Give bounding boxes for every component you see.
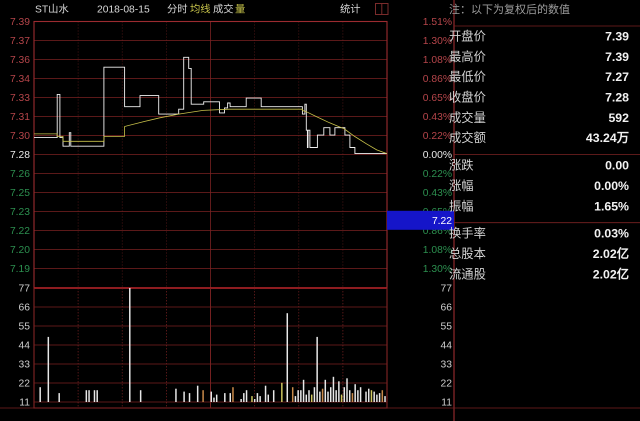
svg-text:0.22%: 0.22% <box>423 169 452 180</box>
svg-text:77: 77 <box>441 283 453 294</box>
svg-text:7.25: 7.25 <box>10 188 30 199</box>
svg-text:7.39: 7.39 <box>605 30 629 44</box>
svg-text:1.08%: 1.08% <box>423 55 452 66</box>
svg-text:统计: 统计 <box>340 3 361 16</box>
svg-text:7.36: 7.36 <box>10 55 30 66</box>
svg-text:0.65%: 0.65% <box>423 93 452 104</box>
svg-text:55: 55 <box>441 321 453 332</box>
svg-text:33: 33 <box>441 359 453 370</box>
svg-text:开盘价: 开盘价 <box>449 29 486 44</box>
svg-text:7.27: 7.27 <box>605 70 629 84</box>
svg-text:0.03%: 0.03% <box>594 227 629 241</box>
svg-text:0.86%: 0.86% <box>423 74 452 85</box>
svg-text:0.00%: 0.00% <box>594 179 629 193</box>
svg-text:7.19: 7.19 <box>10 264 30 275</box>
svg-text:流通股: 流通股 <box>449 267 486 281</box>
svg-text:7.20: 7.20 <box>10 245 30 256</box>
svg-text:7.33: 7.33 <box>10 93 30 104</box>
svg-text:0.43%: 0.43% <box>423 112 452 123</box>
svg-text:总股本: 总股本 <box>449 247 486 261</box>
svg-text:量: 量 <box>235 4 245 16</box>
svg-text:77: 77 <box>19 283 31 294</box>
svg-text:2018-08-15: 2018-08-15 <box>97 5 150 16</box>
svg-text:成交额: 成交额 <box>449 130 486 145</box>
svg-text:涨跌: 涨跌 <box>449 158 474 173</box>
svg-text:1.08%: 1.08% <box>423 245 452 256</box>
svg-text:注：以下为复权后的数值: 注：以下为复权后的数值 <box>449 2 570 16</box>
svg-text:成交: 成交 <box>213 3 234 16</box>
svg-text:1.65%: 1.65% <box>594 199 629 213</box>
svg-text:7.26: 7.26 <box>10 169 30 180</box>
svg-text:7.37: 7.37 <box>10 36 30 47</box>
svg-text:7.22: 7.22 <box>432 216 452 227</box>
svg-text:7.23: 7.23 <box>10 207 30 218</box>
svg-text:7.39: 7.39 <box>605 50 629 64</box>
svg-text:分时: 分时 <box>167 4 188 16</box>
svg-text:22: 22 <box>19 378 31 389</box>
svg-text:7.31: 7.31 <box>10 112 30 123</box>
svg-text:ST山水: ST山水 <box>35 4 69 16</box>
svg-text:收盘价: 收盘价 <box>449 90 486 105</box>
svg-text:7.22: 7.22 <box>10 226 30 237</box>
svg-text:44: 44 <box>19 340 31 351</box>
svg-text:成交量: 成交量 <box>449 110 486 125</box>
svg-text:55: 55 <box>19 321 31 332</box>
svg-text:0.22%: 0.22% <box>423 131 452 142</box>
svg-text:7.28: 7.28 <box>605 91 629 105</box>
svg-text:7.34: 7.34 <box>10 74 30 85</box>
svg-text:最低价: 最低价 <box>449 70 486 84</box>
svg-text:1.30%: 1.30% <box>423 264 452 275</box>
svg-text:66: 66 <box>441 302 453 313</box>
svg-text:33: 33 <box>19 359 31 370</box>
svg-text:2.02亿: 2.02亿 <box>593 246 629 261</box>
svg-text:涨幅: 涨幅 <box>449 178 474 193</box>
svg-text:最高价: 最高价 <box>449 49 486 64</box>
svg-text:0.00: 0.00 <box>605 159 629 173</box>
svg-text:11: 11 <box>19 397 30 408</box>
svg-text:44: 44 <box>441 340 453 351</box>
svg-text:2.02亿: 2.02亿 <box>593 266 629 281</box>
svg-text:22: 22 <box>441 378 453 389</box>
svg-text:43.24万: 43.24万 <box>586 131 629 145</box>
svg-text:7.39: 7.39 <box>10 17 30 28</box>
svg-text:0.00%: 0.00% <box>423 150 452 161</box>
svg-text:均线: 均线 <box>190 3 211 16</box>
svg-text:7.30: 7.30 <box>10 131 30 142</box>
svg-text:11: 11 <box>441 397 452 408</box>
svg-text:592: 592 <box>608 111 629 125</box>
svg-text:7.28: 7.28 <box>10 150 30 161</box>
svg-text:0.43%: 0.43% <box>423 188 452 199</box>
svg-text:1.30%: 1.30% <box>423 36 452 47</box>
svg-text:1.51%: 1.51% <box>423 17 452 28</box>
svg-text:换手率: 换手率 <box>449 226 486 241</box>
svg-text:振幅: 振幅 <box>449 198 474 213</box>
svg-text:66: 66 <box>19 302 31 313</box>
